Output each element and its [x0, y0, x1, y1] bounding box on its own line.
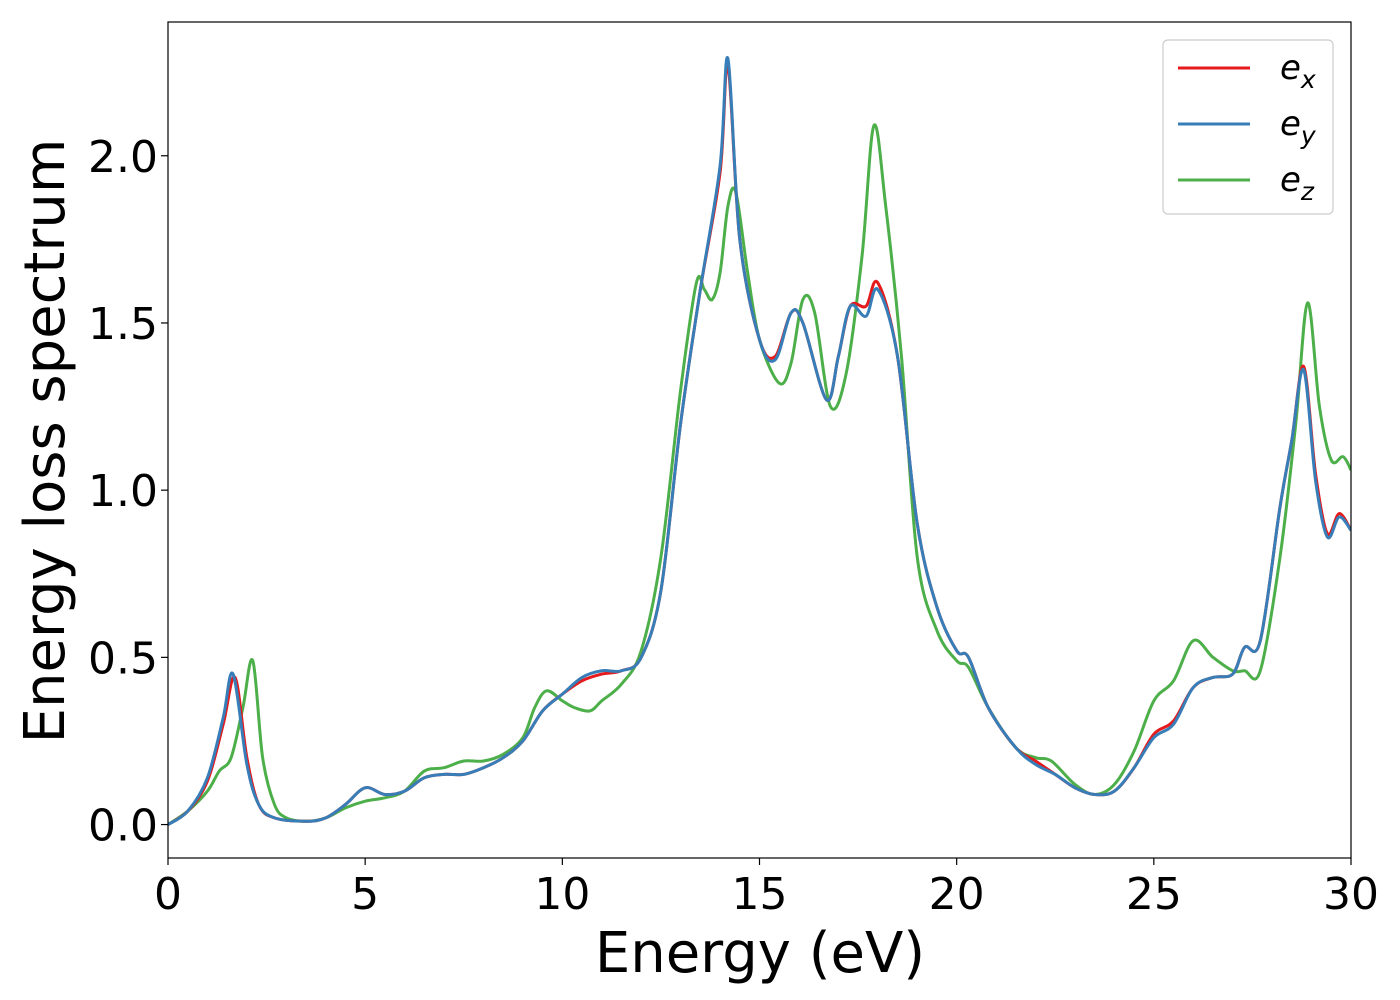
- x-axis-title: Energy (eV): [595, 921, 925, 986]
- axes: 0 5 10 15 20 25 30 0.0 0.5 1.0 1.5 2.0: [88, 21, 1379, 920]
- x-tick-label: 30: [1323, 869, 1379, 920]
- x-tick-label: 25: [1126, 869, 1182, 920]
- y-tick-label: 1.0: [88, 466, 158, 517]
- y-tick-label: 2.0: [88, 132, 158, 183]
- legend-subscript: y: [1300, 121, 1317, 150]
- series-line-ey: [168, 56, 1351, 826]
- y-tick-label: 0.5: [88, 633, 158, 684]
- x-tick-label: 0: [154, 869, 182, 920]
- plot-area: [168, 56, 1351, 826]
- legend-subscript: z: [1300, 177, 1315, 206]
- legend-label-ex: ex: [1280, 48, 1316, 94]
- x-tick-label: 20: [929, 869, 985, 920]
- y-axis-title: Energy loss spectrum: [13, 139, 78, 744]
- y-tick-label: 0.0: [88, 801, 158, 852]
- x-tick-label: 15: [732, 869, 788, 920]
- x-tick-label: 5: [351, 869, 379, 920]
- x-tick-label: 10: [534, 869, 590, 920]
- legend-box: [1162, 39, 1334, 215]
- legend-subscript: x: [1300, 65, 1316, 94]
- y-tick-label: 1.5: [88, 299, 158, 350]
